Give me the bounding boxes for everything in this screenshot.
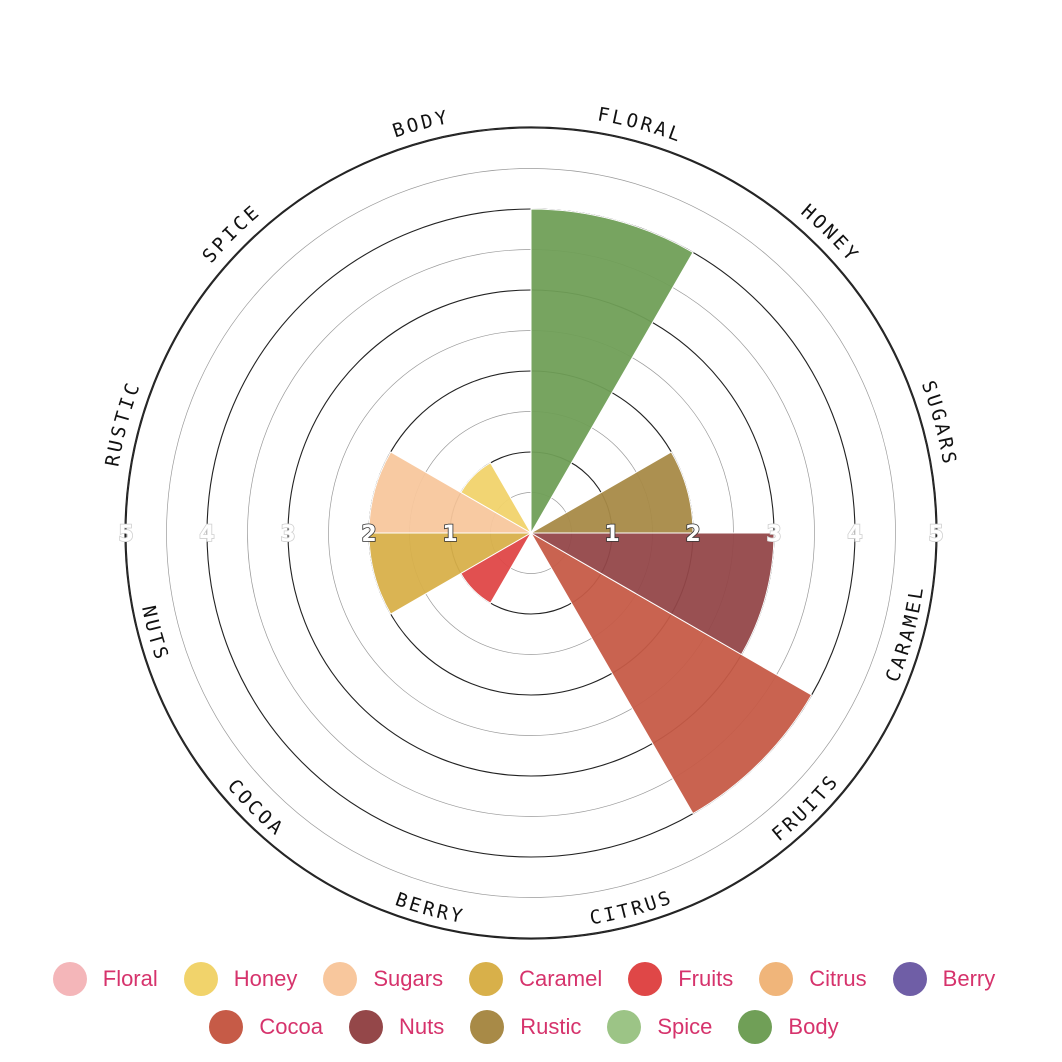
tick-label: 4 <box>847 522 862 547</box>
legend-swatch <box>52 962 87 996</box>
category-label: SPICE <box>198 200 265 267</box>
legend-row: Cocoa Nuts Rustic Spice Body <box>0 1003 1062 1051</box>
wedge-caramel <box>368 532 533 615</box>
grid-circle-minor <box>166 168 896 898</box>
legend-swatch <box>738 1010 773 1044</box>
category-label: CARAMEL <box>882 583 929 685</box>
category-label: CITRUS <box>588 886 676 929</box>
legend-label: Citrus <box>809 966 867 991</box>
category-label: FLORAL <box>596 103 686 147</box>
wedge-rustic <box>529 451 694 534</box>
tick-label: 5 <box>928 522 943 547</box>
tick-label: 2 <box>361 522 376 547</box>
legend-item-berry[interactable]: Berry <box>892 962 1010 996</box>
legend-swatch <box>183 962 218 996</box>
legend-item-citrus[interactable]: Citrus <box>759 962 880 996</box>
tick-label: 3 <box>766 522 781 547</box>
tick-label: 1 <box>604 522 619 547</box>
tick-label: 2 <box>685 522 700 547</box>
legend-swatch <box>209 1010 244 1044</box>
legend-swatch <box>323 962 358 996</box>
category-label: BERRY <box>393 888 467 928</box>
legend-item-honey[interactable]: Honey <box>183 962 312 996</box>
wedge-fruits <box>460 531 533 604</box>
legend-label: Body <box>788 1014 839 1039</box>
legend-swatch <box>892 962 927 996</box>
legend-item-body[interactable]: Body <box>738 1010 852 1044</box>
legend-swatch <box>470 1010 505 1044</box>
legend-label: Honey <box>233 966 298 991</box>
legend-label: Rustic <box>520 1014 582 1039</box>
tick-label: 3 <box>280 522 295 547</box>
legend-row: Floral Honey Sugars Caramel Fruits Citrus Berr… <box>0 955 1062 1003</box>
legend-swatch <box>349 1010 383 1044</box>
radial-tick-labels: 1 1 2 2 3 3 4 4 5 5 <box>118 521 945 548</box>
category-label: FRUITS <box>768 770 844 846</box>
legend-label: Floral <box>102 966 158 991</box>
legend-swatch <box>469 962 504 996</box>
legend-item-nuts[interactable]: Nuts <box>349 1010 458 1044</box>
legend-label: Spice <box>657 1014 713 1039</box>
legend-swatch <box>759 962 794 996</box>
tick-label: 1 <box>442 522 457 547</box>
legend-item-cocoa[interactable]: Cocoa <box>209 1010 337 1044</box>
tick-label: 5 <box>118 522 133 547</box>
category-label: SUGARS <box>917 378 961 468</box>
grid-circle-major <box>125 127 937 939</box>
tick-label: 4 <box>199 522 214 547</box>
legend-label: Sugars <box>373 966 444 991</box>
outer-circle <box>124 126 938 940</box>
legend-label: Caramel <box>519 966 603 991</box>
wedge-cocoa <box>529 531 813 815</box>
category-label: HONEY <box>797 200 864 267</box>
legend-item-rustic[interactable]: Rustic <box>470 1010 595 1044</box>
legend-label: Nuts <box>399 1014 445 1039</box>
category-label: RUSTIC <box>101 378 145 468</box>
legend-label: Cocoa <box>259 1014 323 1039</box>
legend-label: Berry <box>942 966 996 991</box>
legend-swatch <box>628 962 663 996</box>
legend-label: Fruits <box>678 966 734 991</box>
legend-item-floral[interactable]: Floral <box>52 962 172 996</box>
legend-item-fruits[interactable]: Fruits <box>628 962 747 996</box>
wedge-body <box>530 208 694 535</box>
legend-item-sugars[interactable]: Sugars <box>323 962 457 996</box>
legend: Floral Honey Sugars Caramel Fruits Citrus Berr… <box>0 955 1062 1051</box>
category-label: NUTS <box>137 604 173 665</box>
polar-wedges <box>368 208 813 815</box>
legend-item-caramel[interactable]: Caramel <box>469 962 616 996</box>
legend-item-spice[interactable]: Spice <box>607 1010 726 1044</box>
wedge-nuts <box>529 532 775 656</box>
legend-swatch <box>607 1010 642 1044</box>
